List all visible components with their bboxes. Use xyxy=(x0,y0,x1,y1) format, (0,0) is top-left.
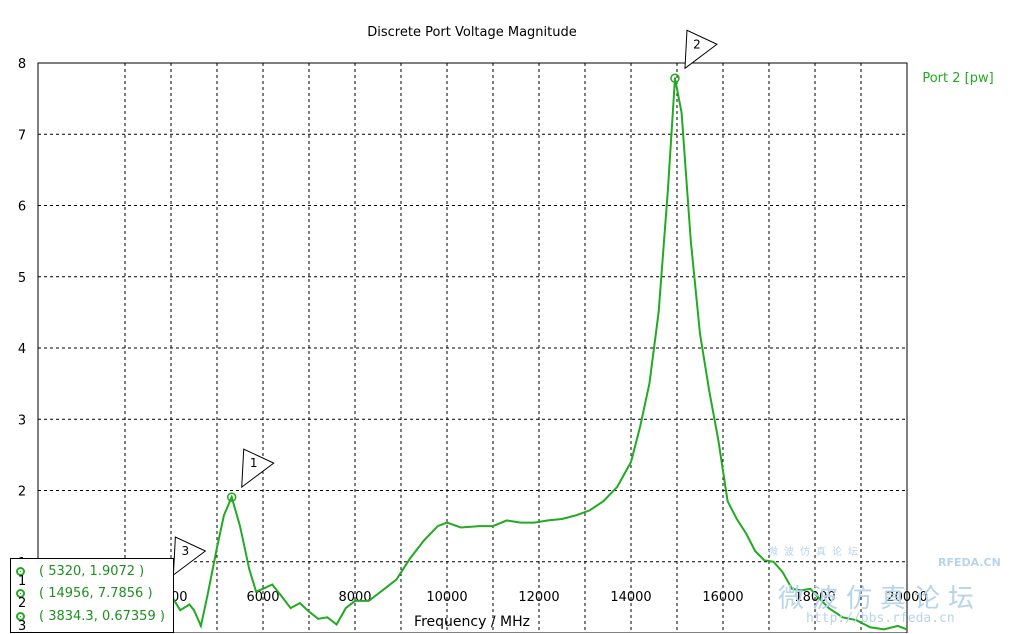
y-tick-label: 3 xyxy=(18,413,26,428)
marker-readout-box: 1 ( 5320, 1.9072 ) 2 ( 14956, 7.7856 ) 3… xyxy=(10,558,175,634)
marker-readout-row-3: 3 ( 3834.3, 0.67359 ) xyxy=(11,608,175,634)
y-tick-label: 5 xyxy=(18,271,26,286)
x-axis-label: Frequency / MHz xyxy=(414,614,530,630)
x-tick-label: 6000 xyxy=(246,590,279,605)
marker-flag xyxy=(241,448,275,489)
x-tick-label: 10000 xyxy=(426,590,467,605)
marker-flag-label: 2 xyxy=(693,37,701,51)
y-tick-label: 6 xyxy=(18,200,26,215)
marker-readout-row-2: 2 ( 14956, 7.7856 ) xyxy=(11,585,175,611)
marker-point-center xyxy=(230,496,233,499)
marker-readout-id: 3 xyxy=(18,619,27,634)
marker-flag xyxy=(172,536,207,577)
marker-readout-value: ( 3834.3, 0.67359 ) xyxy=(39,609,165,624)
marker-readout-value: ( 14956, 7.7856 ) xyxy=(39,586,153,601)
marker-point xyxy=(670,73,680,84)
marker-readout-value: ( 5320, 1.9072 ) xyxy=(39,564,145,579)
x-tick-label: 20000 xyxy=(886,590,927,605)
x-tick-label: 16000 xyxy=(702,590,743,605)
chart-title: Discrete Port Voltage Magnitude xyxy=(367,25,577,40)
legend-series-label: Port 2 [pw] xyxy=(922,71,993,86)
marker-flag-label: 1 xyxy=(250,456,258,470)
marker-circle-icon xyxy=(16,567,25,576)
x-tick-label: 8000 xyxy=(338,590,371,605)
marker-2: 2 xyxy=(670,29,718,84)
marker-circle-icon xyxy=(16,589,25,598)
marker-readout-id: 2 xyxy=(18,596,27,611)
x-tick-label: 12000 xyxy=(518,590,559,605)
marker-1: 1 xyxy=(226,448,275,502)
y-axis-ticks: 12345678 xyxy=(18,57,26,571)
marker-point-center xyxy=(673,77,676,80)
series-line-port2 xyxy=(124,78,908,631)
watermark-url: http://bbs.rfeda.cn xyxy=(806,611,955,626)
watermark-small-text: 微波仿真论坛 xyxy=(768,547,864,558)
watermark-brand: RFEDA.CN xyxy=(938,556,1001,569)
x-tick-label: 18000 xyxy=(794,590,835,605)
y-tick-label: 8 xyxy=(18,57,26,72)
plot-frame xyxy=(37,62,908,633)
marker-point xyxy=(226,492,237,502)
marker-annotations: 1 2 3 xyxy=(158,29,718,590)
marker-flag-label: 3 xyxy=(182,544,190,558)
x-tick-label: 14000 xyxy=(610,590,651,605)
y-tick-label: 7 xyxy=(18,128,26,143)
y-tick-label: 4 xyxy=(18,342,26,357)
marker-readout-id: 1 xyxy=(18,574,27,589)
watermark-cn-text: 微波仿真论坛 xyxy=(778,584,983,614)
marker-flag xyxy=(684,29,718,70)
y-tick-label: 2 xyxy=(18,485,26,500)
grid-lines xyxy=(38,63,907,633)
marker-readout-row-1: 1 ( 5320, 1.9072 ) xyxy=(11,563,175,589)
marker-circle-icon xyxy=(16,612,25,621)
